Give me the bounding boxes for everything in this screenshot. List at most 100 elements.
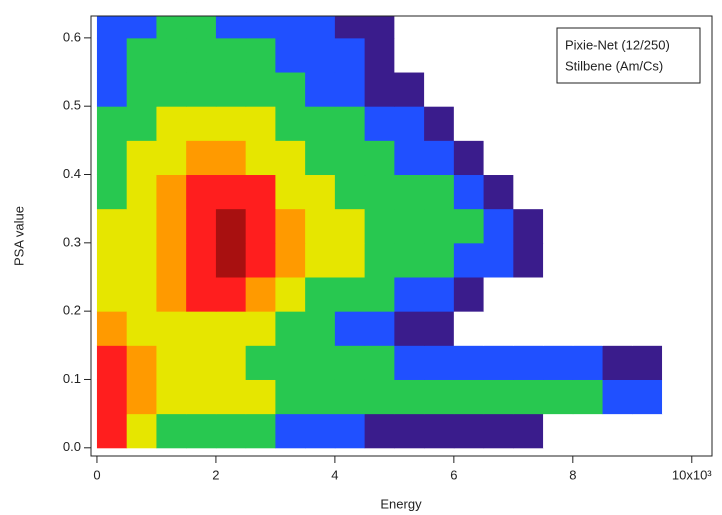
heatmap-cell [453,379,485,415]
heatmap-cell [602,379,633,415]
heatmap-cell [275,242,306,278]
heatmap-cell [632,413,663,449]
heatmap-cell [632,174,663,210]
heatmap-cell [662,106,693,141]
heatmap-cell [305,16,336,39]
heatmap-cell [275,37,306,73]
heatmap-cell [186,16,217,39]
heatmap-cell [662,276,693,312]
heatmap-cell [245,72,276,107]
heatmap-cell [156,413,187,449]
heatmap-cell [334,311,366,346]
heatmap-cell [96,379,128,415]
x-tick-label: 4 [331,467,338,482]
heatmap-cell [275,106,306,141]
heatmap-cell [215,379,247,415]
heatmap-cell [334,140,366,176]
y-tick-label: 0.6 [63,29,81,44]
heatmap-cell [572,242,604,278]
heatmap-cell [275,16,306,39]
heatmap-cell [96,72,128,107]
heatmap-cell [394,72,425,107]
heatmap-cell [334,37,366,73]
heatmap-cell [602,276,633,312]
heatmap-cell [632,242,663,278]
heatmap-cell [453,413,485,449]
heatmap-cell [632,345,663,380]
heatmap-cell [275,345,306,380]
heatmap-cell [453,242,485,278]
legend-frame [556,27,701,84]
heatmap-cell [424,379,455,415]
heatmap-cell [513,242,544,278]
heatmap-cell [275,276,306,312]
heatmap-cell [424,72,455,107]
y-axis-label: PSA value [11,206,26,266]
heatmap-cell [215,242,247,278]
y-tick-label: 0.2 [63,303,81,318]
heatmap-cell [305,379,336,415]
heatmap-cell [305,37,336,73]
heatmap-cell [275,208,306,244]
heatmap-cell [513,37,544,73]
heatmap-cell [424,276,455,312]
heatmap-cell [513,16,544,39]
heatmap-cell [483,16,514,39]
heatmap-cell [453,72,485,107]
heatmap-cell [364,37,395,73]
heatmap-cell [275,311,306,346]
heatmap-cell [186,311,217,346]
heatmap-cell [572,311,604,346]
y-tick-label: 0.4 [63,166,81,181]
heatmap-cell [632,311,663,346]
heatmap-cell [245,379,276,415]
heatmap-cell [483,174,514,210]
heatmap-cell [543,208,574,244]
legend-box: Pixie-Net (12/250) Stilbene (Am/Cs) [556,27,701,84]
heatmap-cell [245,16,276,39]
heatmap-cell [364,208,395,244]
heatmap-cell [186,242,217,278]
heatmap-cell [424,140,455,176]
heatmap-cell [126,140,157,176]
heatmap-cell [513,345,544,380]
y-tick-label: 0.3 [63,234,81,249]
heatmap-cell [156,72,187,107]
heatmap-cell [662,242,693,278]
heatmap-cell [186,37,217,73]
y-tick-label: 0.1 [63,371,81,386]
heatmap-cell [632,106,663,141]
annotation-line: Pixie-Net (12/250) [565,37,670,52]
heatmap-cell [305,413,336,449]
heatmap-cell [96,140,128,176]
heatmap-cell [334,16,366,39]
heatmap-cell [394,242,425,278]
heatmap-cell [572,345,604,380]
heatmap-cell [96,106,128,141]
heatmap-cell [424,208,455,244]
heatmap-cell [632,208,663,244]
heatmap-cell [245,208,276,244]
heatmap-cell [662,208,693,244]
heatmap-cell [453,345,485,380]
heatmap-cell [453,140,485,176]
heatmap-cell [453,16,485,39]
heatmap-cell [364,311,395,346]
heatmap-cell [126,106,157,141]
heatmap-cell [513,106,544,141]
heatmap-cell [126,242,157,278]
heatmap-cell [215,174,247,210]
heatmap-cell [602,311,633,346]
heatmap-cell [126,174,157,210]
heatmap-cell [96,174,128,210]
heatmap-cell [156,276,187,312]
heatmap-cell [305,106,336,141]
heatmap-cell [275,140,306,176]
heatmap-cell [572,276,604,312]
heatmap-cell [424,242,455,278]
heatmap-cell [662,413,693,449]
heatmap-cell [543,413,574,449]
heatmap-cell [662,311,693,346]
heatmap-cell [483,311,514,346]
